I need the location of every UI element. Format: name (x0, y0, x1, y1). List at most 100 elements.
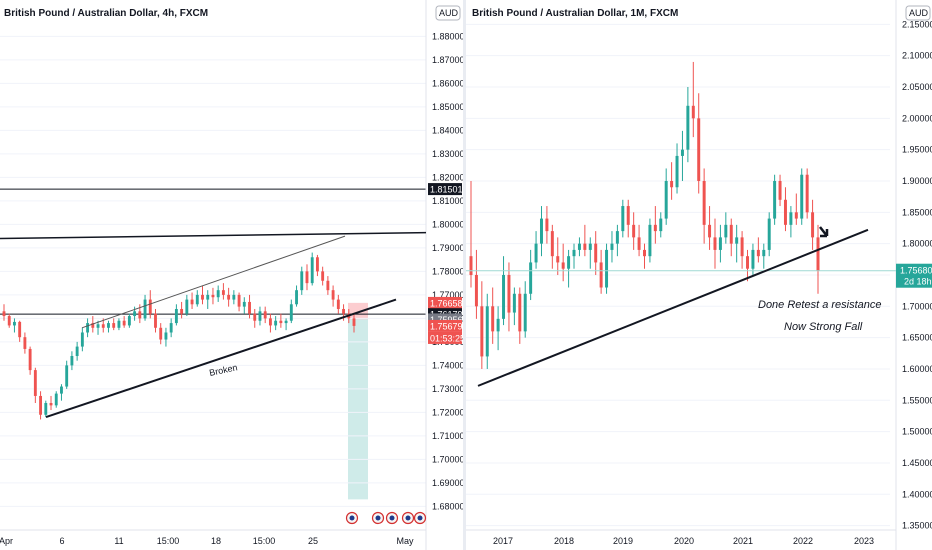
price-label-text: 1.75680 (900, 266, 932, 276)
candle-body (211, 294, 215, 298)
candle-body (237, 294, 241, 307)
upper-resistance-line (0, 231, 427, 240)
candle-body (122, 320, 126, 326)
candle-body (305, 271, 309, 284)
price-label-text: 1.75679 (430, 321, 463, 331)
candle-body (295, 290, 298, 305)
candle-body (469, 256, 473, 275)
economic-event-flag-icon (349, 515, 355, 521)
candle-body (138, 311, 142, 319)
candle-body (268, 318, 272, 326)
x-tick-label: 2021 (733, 536, 753, 546)
candle-body (502, 274, 506, 319)
x-tick-label: 2018 (554, 536, 574, 546)
candle-body (310, 257, 314, 284)
y-tick-label: 1.74000 (432, 360, 464, 370)
countdown-text: 01:53:25 (430, 333, 464, 343)
candle-body (713, 237, 717, 250)
chart-4h-canvas[interactable]: British Pound / Australian Dollar, 4h, F… (0, 0, 464, 550)
candle-body (107, 323, 110, 328)
candle-body (675, 155, 679, 188)
candle-body (816, 237, 820, 271)
price-axis[interactable] (426, 0, 464, 550)
candle-body (159, 327, 163, 340)
candle-body (778, 180, 782, 200)
rising-trend-line (477, 228, 869, 387)
candle-body (342, 308, 345, 314)
candle-body (534, 243, 538, 263)
economic-event-flag-icon (405, 515, 411, 521)
candle-body (518, 293, 522, 332)
currency-badge[interactable] (905, 5, 931, 21)
candle-body (117, 320, 121, 328)
y-tick-label: 1.82000 (432, 172, 464, 182)
candle-body (686, 105, 690, 150)
candle-body (253, 313, 257, 321)
candle-body (232, 294, 236, 300)
candle-body (512, 293, 516, 313)
chart-1m-title: British Pound / Australian Dollar, 1M, F… (472, 8, 678, 19)
economic-event-flag-icon (417, 515, 423, 521)
y-tick-label: 1.79000 (432, 243, 464, 253)
chart-1m-canvas[interactable]: British Pound / Australian Dollar, 1M, F… (466, 0, 932, 550)
y-tick-label: 1.83000 (432, 149, 464, 159)
price-label-text: 1.75956 (430, 315, 463, 325)
candle-body (7, 316, 11, 326)
candle-body (507, 274, 511, 313)
x-tick-label: 18 (211, 536, 221, 546)
price-label-box[interactable] (428, 296, 462, 309)
price-label-box[interactable] (428, 183, 462, 196)
y-tick-label: 1.80000 (902, 239, 932, 249)
candle-body (621, 206, 625, 232)
candle-body (49, 403, 53, 406)
candle-body (783, 199, 787, 225)
annotation-fall: Now Strong Fall (784, 321, 863, 333)
x-tick-label: 11 (114, 536, 123, 546)
candle-body (691, 105, 695, 119)
y-tick-label: 1.95000 (902, 145, 932, 155)
currency-badge[interactable] (435, 5, 461, 21)
candle-body (300, 271, 304, 291)
stop-loss-zone (348, 302, 368, 320)
x-tick-label: 2017 (493, 536, 513, 546)
candle-body (70, 355, 74, 366)
candle-body (794, 212, 798, 219)
candle-body (653, 224, 657, 232)
countdown-box[interactable] (428, 331, 462, 344)
candle-body (44, 403, 48, 415)
candle-body (86, 323, 90, 333)
candle-body (284, 320, 288, 324)
candle-body (164, 332, 168, 340)
candle-body (279, 320, 283, 324)
candle-body (127, 316, 131, 326)
panel-divider[interactable] (463, 0, 466, 550)
candle-body (735, 237, 739, 244)
y-tick-label: 1.50000 (902, 427, 932, 437)
candle-body (561, 262, 565, 269)
candle-body (762, 249, 766, 257)
price-label-box[interactable] (428, 319, 462, 332)
chart-panel-1m[interactable]: British Pound / Australian Dollar, 1M, F… (466, 0, 932, 550)
candle-body (242, 301, 246, 307)
candle-body (13, 321, 16, 326)
candle-body (248, 301, 251, 314)
candle-body (216, 290, 220, 298)
candle-body (112, 323, 116, 328)
y-tick-label: 1.55000 (902, 395, 932, 405)
y-tick-label: 1.90000 (902, 176, 932, 186)
candle-body (670, 180, 674, 188)
price-label-countdown: 2d 18h (904, 277, 932, 287)
candle-body (800, 174, 804, 219)
price-label-box[interactable] (896, 263, 932, 288)
candle-body (496, 318, 500, 332)
candle-body (227, 294, 231, 300)
candle-body (545, 218, 549, 232)
y-tick-label: 1.88000 (432, 31, 464, 41)
chart-panel-4h[interactable]: British Pound / Australian Dollar, 4h, F… (0, 0, 464, 550)
broken-trend-line (45, 298, 397, 419)
price-label-text: 1.81501 (430, 185, 463, 195)
candle-body (529, 262, 533, 294)
y-tick-label: 1.70000 (432, 454, 464, 464)
candle-body (718, 237, 722, 250)
candle-body (326, 280, 330, 291)
